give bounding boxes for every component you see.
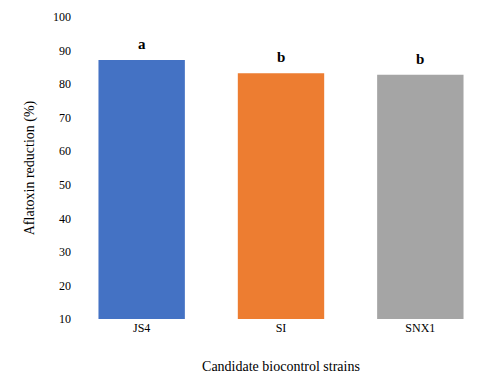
svg-text:80: 80: [59, 77, 71, 91]
svg-text:Aflatoxin reduction (%): Aflatoxin reduction (%): [22, 100, 38, 235]
svg-text:60: 60: [59, 144, 71, 158]
svg-text:Candidate biocontrol strains: Candidate biocontrol strains: [202, 359, 360, 374]
svg-text:JS4: JS4: [133, 321, 150, 335]
svg-text:30: 30: [59, 245, 71, 259]
svg-text:50: 50: [59, 178, 71, 192]
svg-text:b: b: [416, 51, 424, 67]
svg-text:a: a: [138, 36, 146, 52]
svg-text:SNX1: SNX1: [405, 321, 435, 335]
svg-text:SI: SI: [276, 321, 287, 335]
svg-text:90: 90: [59, 44, 71, 58]
svg-text:b: b: [277, 49, 285, 65]
svg-text:40: 40: [59, 212, 71, 226]
svg-text:70: 70: [59, 111, 71, 125]
svg-text:20: 20: [59, 279, 71, 293]
svg-text:100: 100: [53, 10, 71, 24]
svg-text:10: 10: [59, 312, 71, 326]
